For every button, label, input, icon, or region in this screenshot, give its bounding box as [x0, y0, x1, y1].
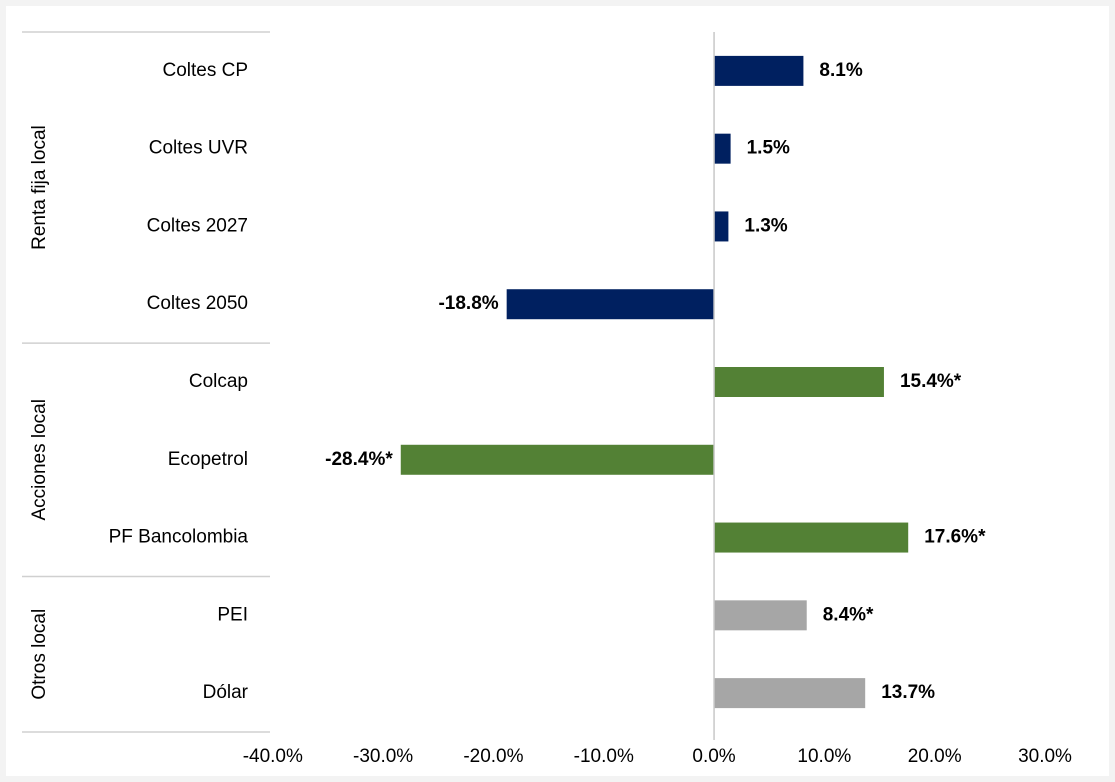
value-label: 15.4%* [900, 371, 962, 392]
value-label: 8.1% [819, 60, 862, 81]
category-label: Coltes 2027 [147, 215, 248, 236]
x-tick-label: -10.0% [574, 746, 634, 767]
bar [714, 133, 731, 164]
x-tick-label: 0.0% [692, 746, 735, 767]
group-label: Acciones local [29, 399, 50, 520]
value-label: -18.8% [438, 293, 498, 314]
bar [506, 289, 715, 320]
bar [714, 211, 729, 242]
category-label: Colcap [189, 371, 248, 392]
value-label: 1.3% [744, 215, 787, 236]
x-tick-label: -30.0% [353, 746, 413, 767]
category-label: Dólar [203, 682, 249, 703]
bar [714, 367, 884, 397]
bar [714, 55, 804, 86]
value-label: -28.4%* [325, 449, 393, 470]
bar [400, 444, 715, 475]
x-tick-label: -20.0% [463, 746, 523, 767]
bar [714, 678, 866, 709]
category-label: Ecopetrol [168, 449, 248, 470]
x-tick-label: -40.0% [243, 746, 303, 767]
category-label: PEI [217, 604, 248, 625]
value-label: 17.6%* [924, 527, 986, 548]
bar [714, 522, 909, 553]
category-label: Coltes 2050 [147, 293, 248, 314]
category-label: PF Bancolombia [109, 527, 249, 548]
group-label: Otros local [29, 609, 50, 700]
group-label: Renta fija local [29, 125, 50, 250]
x-tick-label: 30.0% [1018, 746, 1072, 767]
category-label: Coltes UVR [149, 138, 248, 159]
x-tick-label: 20.0% [908, 746, 962, 767]
category-label: Coltes CP [162, 60, 248, 81]
x-tick-label: 10.0% [797, 746, 851, 767]
chart-background [6, 6, 1109, 776]
bar [714, 600, 807, 631]
value-label: 1.5% [747, 138, 790, 159]
value-label: 8.4%* [823, 604, 874, 625]
value-label: 13.7% [881, 682, 935, 703]
